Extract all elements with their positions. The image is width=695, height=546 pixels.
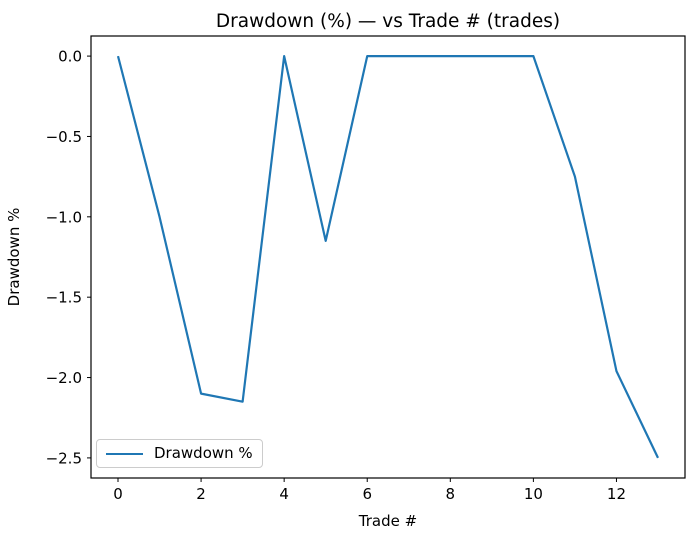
legend-label: Drawdown % bbox=[154, 444, 253, 462]
x-tick-label: 6 bbox=[362, 485, 372, 503]
x-tick-label: 10 bbox=[524, 485, 543, 503]
x-axis-label: Trade # bbox=[358, 512, 417, 530]
y-axis-label: Drawdown % bbox=[5, 208, 23, 307]
legend: Drawdown % bbox=[96, 439, 263, 468]
x-tick-label: 0 bbox=[113, 485, 123, 503]
y-tick-label: −1.0 bbox=[46, 208, 82, 226]
y-tick-label: −1.5 bbox=[46, 289, 82, 307]
chart-title: Drawdown (%) — vs Trade # (trades) bbox=[216, 11, 560, 32]
y-tick-label: −0.5 bbox=[46, 128, 82, 146]
plot-area: 0 2 4 6 8 10 12 0.0 −0.5 −1.0 −1.5 −2.0 −2.5 bbox=[46, 35, 686, 503]
plot-border bbox=[90, 35, 686, 479]
x-tick-label: 8 bbox=[446, 485, 456, 503]
x-tick-label: 2 bbox=[196, 485, 206, 503]
y-tick-label: 0.0 bbox=[58, 48, 82, 66]
legend-line-sample bbox=[106, 452, 143, 455]
x-tick-label: 4 bbox=[279, 485, 289, 503]
x-tick-label: 12 bbox=[607, 485, 626, 503]
y-tick-label: −2.5 bbox=[46, 449, 82, 467]
y-tick-label: −2.0 bbox=[46, 369, 82, 387]
series-line bbox=[116, 54, 659, 459]
